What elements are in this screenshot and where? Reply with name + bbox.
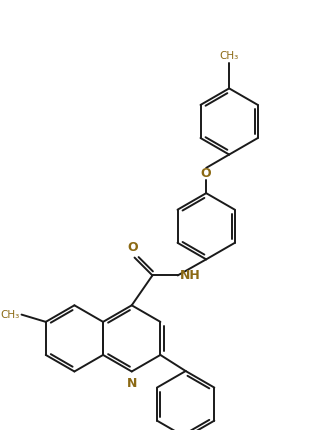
Text: CH₃: CH₃ xyxy=(219,51,239,61)
Text: N: N xyxy=(127,377,137,391)
Text: CH₃: CH₃ xyxy=(0,310,19,320)
Text: O: O xyxy=(201,167,211,180)
Text: NH: NH xyxy=(180,269,201,282)
Text: O: O xyxy=(127,241,138,254)
